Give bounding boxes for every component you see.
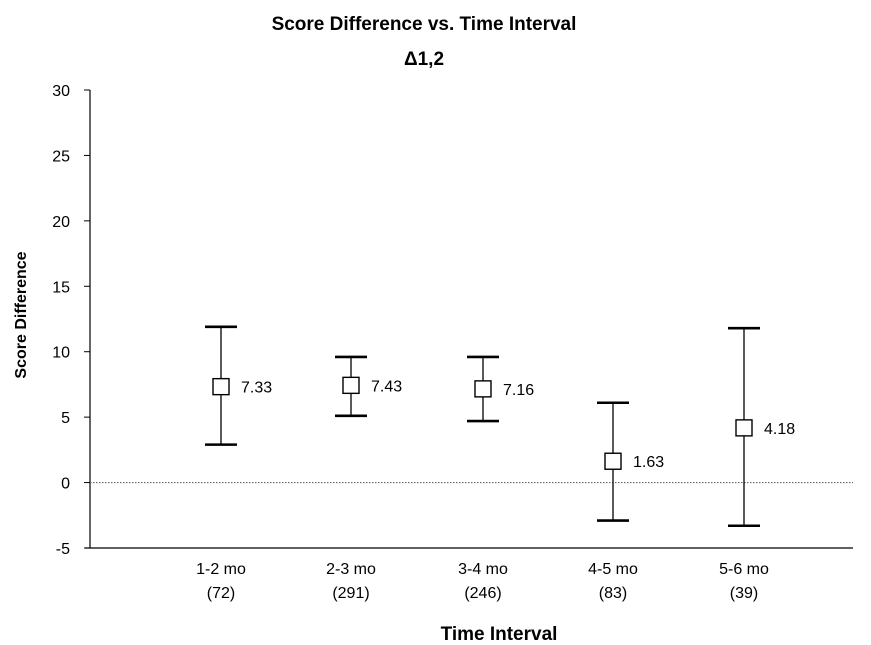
- chart-subtitle: Δ1,2: [404, 49, 444, 70]
- chart-title: Score Difference vs. Time Interval: [272, 14, 577, 35]
- y-tick-label: 20: [52, 214, 70, 231]
- data-point-marker: [474, 380, 492, 398]
- x-tick-label: 2-3 mo: [326, 561, 376, 578]
- data-label: 7.16: [503, 382, 534, 399]
- data-label: 7.43: [371, 378, 402, 395]
- x-tick-label: 3-4 mo: [458, 561, 508, 578]
- y-tick-label: 25: [52, 148, 70, 165]
- x-tick-label: 4-5 mo: [588, 561, 638, 578]
- x-tick-sublabel: (246): [464, 585, 501, 602]
- y-tick-label: 30: [52, 83, 70, 100]
- y-tick-label: 15: [52, 279, 70, 296]
- y-tick-label: 5: [61, 410, 70, 427]
- x-tick-sublabel: (291): [332, 585, 369, 602]
- x-tick-sublabel: (72): [207, 585, 235, 602]
- data-point-marker: [212, 377, 230, 396]
- x-axis-title: Time Interval: [441, 624, 558, 645]
- y-tick-label: -5: [56, 541, 70, 558]
- x-tick-label: 5-6 mo: [719, 561, 769, 578]
- data-point-marker: [735, 419, 753, 437]
- data-point-marker: [604, 452, 622, 470]
- y-tick-label: 0: [61, 476, 70, 493]
- data-label: 4.18: [764, 421, 795, 438]
- x-tick-label: 1-2 mo: [196, 561, 246, 578]
- x-tick-sublabel: (83): [599, 585, 627, 602]
- data-point-marker: [342, 376, 360, 395]
- data-label: 1.63: [633, 454, 664, 471]
- data-label: 7.33: [241, 380, 272, 397]
- x-tick-sublabel: (39): [730, 585, 758, 602]
- y-axis-title: Score Difference: [13, 251, 30, 378]
- y-tick-label: 10: [52, 345, 70, 362]
- plot-area: 30 25 20 15 10 5 0 -5 1-2 mo (72) 2-3 mo (291) 3-4 m…: [52, 83, 853, 602]
